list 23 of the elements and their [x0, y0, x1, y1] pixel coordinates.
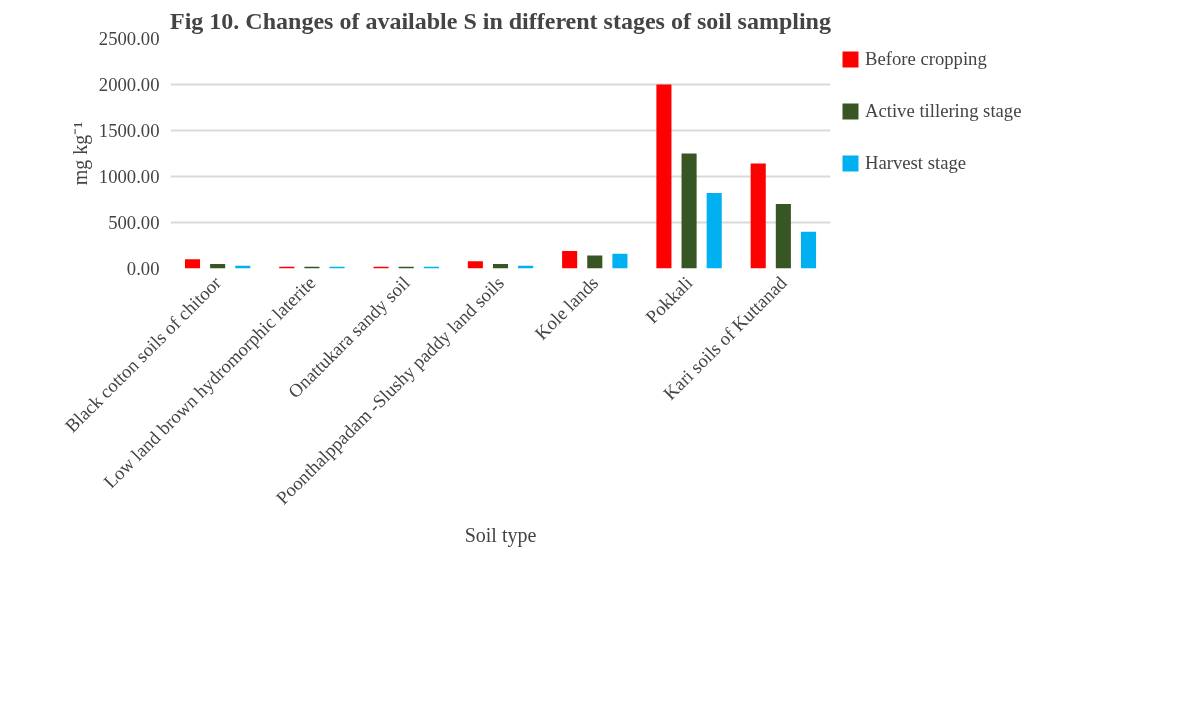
bar: [184, 259, 201, 269]
legend-label: Active tillering stage: [865, 100, 1022, 122]
bar: [656, 84, 672, 269]
bar: [706, 193, 722, 269]
bar: [587, 255, 603, 269]
y-tick-label: 1000.00: [98, 166, 160, 187]
legend-label: Before cropping: [865, 48, 987, 70]
bar: [681, 153, 697, 269]
y-tick-label: 1500.00: [98, 120, 160, 141]
y-tick-label: 2000.00: [98, 74, 160, 95]
bar: [750, 163, 766, 269]
chart-title: Fig 10. Changes of available S in different stages of soil sampling: [170, 7, 831, 34]
legend-label: Harvest stage: [865, 152, 967, 174]
bar: [612, 253, 628, 269]
y-tick-label: 0.00: [126, 258, 160, 279]
x-axis-title: Soil type: [464, 523, 537, 547]
y-axis-title: mg kg⁻¹: [68, 121, 92, 186]
bar: [467, 261, 483, 269]
bar: [562, 251, 578, 269]
y-tick-label: 500.00: [108, 212, 160, 233]
y-tick-label: 2500.00: [98, 28, 160, 49]
bar: [775, 204, 791, 269]
bar: [800, 231, 817, 269]
